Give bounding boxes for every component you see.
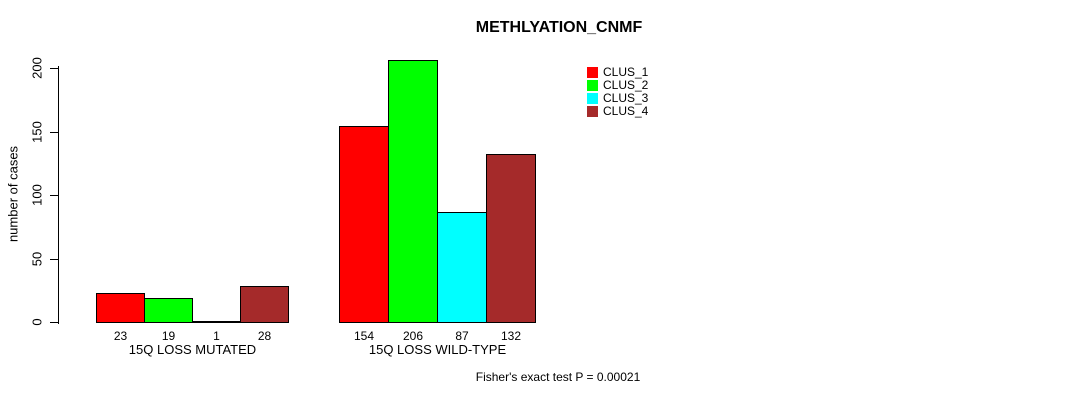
bar-clus_1 [96, 293, 145, 323]
legend-item-label: CLUS_3 [603, 90, 649, 105]
y-axis-tick [50, 322, 58, 323]
legend-item-label: CLUS_1 [603, 65, 649, 79]
bar-clus_2 [388, 60, 438, 323]
y-axis-tick-label: 100 [29, 184, 45, 206]
bar-clus_4 [486, 154, 536, 323]
bar-clus_1 [339, 126, 389, 323]
y-axis-tick [50, 68, 58, 69]
bar-value-label: 154 [353, 329, 375, 343]
bar-value-label: 1 [213, 329, 220, 343]
y-axis-label: number of cases [5, 145, 21, 243]
legend-swatch-clus_1 [587, 67, 598, 78]
bar-value-label: 132 [500, 329, 522, 343]
y-axis-tick [50, 259, 58, 260]
bar-clus_3 [192, 321, 241, 323]
y-axis-tick [50, 132, 58, 133]
y-axis-tick-label: 200 [29, 57, 45, 79]
legend-swatch-clus_3 [587, 92, 598, 104]
bar-clus_4 [240, 286, 289, 323]
y-axis-tick-label: 150 [29, 121, 45, 143]
y-axis-tick [50, 195, 58, 196]
legend-item-label: CLUS_2 [603, 77, 649, 92]
fisher-test-annotation: Fisher's exact test P = 0.00021 [475, 370, 641, 384]
y-axis-tick-label: 50 [29, 251, 45, 267]
bar-value-label: 19 [161, 329, 176, 343]
y-axis-tick-label: 0 [29, 318, 45, 326]
bar-value-label: 28 [257, 329, 272, 343]
chart-title: METHLYATION_CNMF [475, 19, 643, 36]
x-category-label: 15Q LOSS WILD-TYPE [368, 342, 507, 357]
x-category-label: 15Q LOSS MUTATED [128, 342, 257, 357]
bar-value-label: 23 [113, 329, 128, 343]
legend-swatch-clus_4 [587, 105, 598, 117]
y-axis [58, 66, 59, 324]
bar-value-label: 87 [455, 329, 469, 343]
bar-clus_3 [437, 212, 487, 323]
legend-swatch-clus_2 [587, 79, 598, 91]
bar-clus_2 [144, 298, 193, 323]
bar-value-label: 206 [402, 329, 424, 343]
legend-item-label: CLUS_4 [603, 103, 649, 118]
